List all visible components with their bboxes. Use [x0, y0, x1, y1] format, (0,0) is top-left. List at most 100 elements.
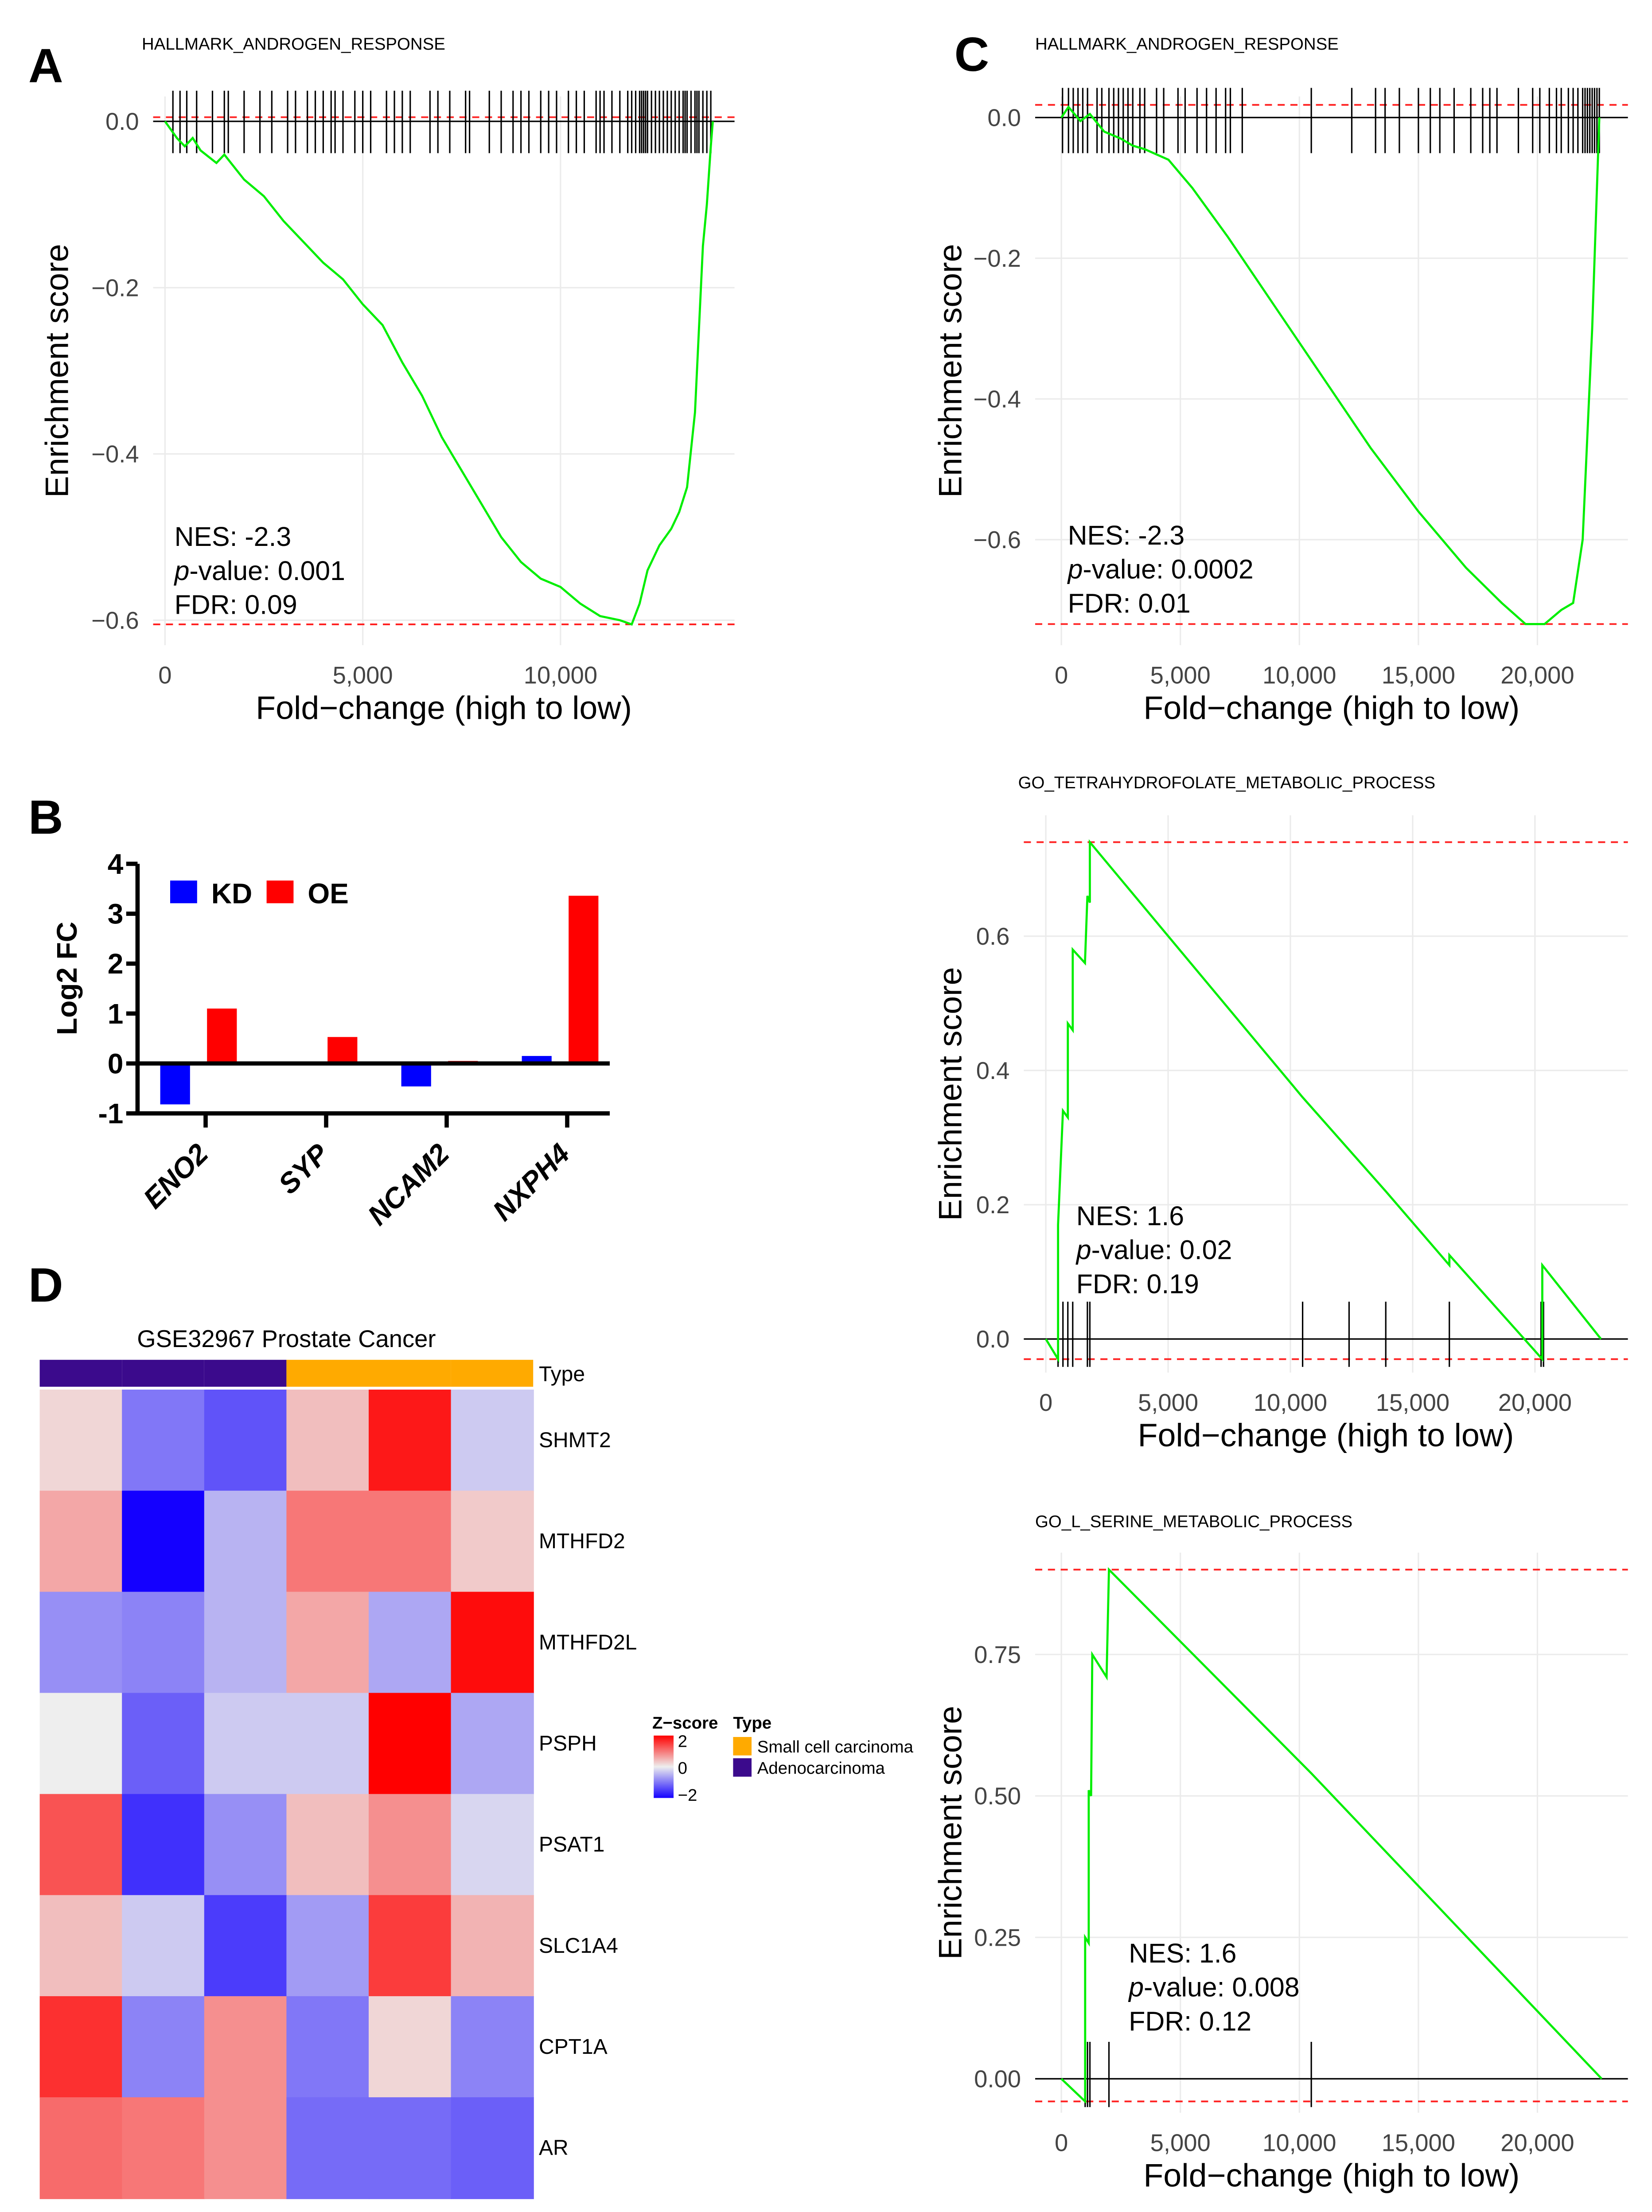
enrichment-curve — [164, 121, 714, 626]
fdr-stat: FDR: 0.12 — [1129, 2006, 1251, 2036]
heatmap-cell — [451, 1592, 534, 1694]
heatmap-cell — [204, 1895, 287, 1997]
x-tick-label: 15,000 — [1376, 1389, 1449, 1416]
y-tick-label: 0.0 — [976, 1326, 1010, 1353]
heatmap-cell — [286, 1794, 370, 1896]
gsea-plot-serine: GO_L_SERINE_METABOLIC_PROCESS 0 5,000 10,00… — [932, 1512, 1628, 2193]
x-tick-label: 20,000 — [1500, 2129, 1574, 2156]
pvalue-stat: p-value: 0.02 — [1075, 1235, 1232, 1265]
type-legend-title: Type — [733, 1714, 771, 1733]
type-annotation-cell — [369, 1359, 451, 1387]
x-tick-label: 10,000 — [1254, 1389, 1327, 1416]
pvalue-p: p — [1075, 1235, 1091, 1265]
y-tick-label: −0.6 — [974, 526, 1021, 553]
nes-stat: NES: 1.6 — [1076, 1201, 1184, 1231]
pvalue-value: -value: 0.02 — [1091, 1235, 1232, 1265]
x-tick-label: 20,000 — [1498, 1389, 1572, 1416]
heatmap-cell — [122, 1693, 205, 1795]
bar-kd-ncam2 — [401, 1063, 431, 1087]
heatmap-cell — [122, 1794, 205, 1896]
heatmap-cell — [286, 2097, 370, 2199]
legend-label-kd: KD — [211, 877, 252, 909]
heatmap-cell — [369, 1592, 452, 1694]
plot-title: HALLMARK_ANDROGEN_RESPONSE — [142, 35, 445, 54]
heatmap-cell — [39, 1491, 123, 1593]
y-tick-label: 0.2 — [976, 1192, 1010, 1219]
heatmap-cell — [204, 1491, 287, 1593]
heatmap-cell — [204, 1592, 287, 1694]
zscore-legend-title: Z−score — [652, 1714, 718, 1733]
heatmap-cell — [122, 1390, 205, 1492]
legend-label-oe: OE — [308, 877, 348, 909]
y-tick-label: −0.4 — [91, 441, 139, 468]
heatmap-cell — [286, 1592, 370, 1694]
type-annotation-cell — [204, 1359, 287, 1387]
zscore-colorbar — [654, 1735, 674, 1798]
type-legend-swatch — [733, 1758, 752, 1777]
row-label: CPT1A — [539, 2035, 608, 2059]
gsea-plot-androgen-a: HALLMARK_ANDROGEN_RESPONSE 0 5,000 10,000 0.… — [39, 35, 735, 726]
type-annotation-cell — [451, 1359, 534, 1387]
heatmap-title: GSE32967 Prostate Cancer — [137, 1325, 436, 1352]
row-label: MTHFD2 — [539, 1530, 625, 1553]
y-tick-label: 3 — [108, 898, 124, 930]
type-annotation-cell — [122, 1359, 204, 1387]
zscore-tick: 2 — [678, 1732, 687, 1751]
plot-title: GO_L_SERINE_METABOLIC_PROCESS — [1035, 1512, 1352, 1531]
heatmap-cell — [39, 2097, 123, 2199]
pvalue-value: -value: 0.001 — [189, 556, 345, 586]
heatmap-cell — [451, 1491, 534, 1593]
x-axis-title: Fold−change (high to low) — [1143, 689, 1520, 726]
bar-kd-eno2 — [160, 1063, 190, 1105]
heatmap-cell — [369, 1693, 452, 1795]
heatmap-cell — [204, 1693, 287, 1795]
nes-stat: NES: 1.6 — [1129, 1938, 1236, 1968]
y-tick-label: 0.4 — [976, 1057, 1010, 1084]
pvalue-stat: p-value: 0.008 — [1128, 1972, 1299, 2002]
heatmap-cell — [451, 1794, 534, 1896]
heatmap-cell — [369, 1491, 452, 1593]
x-tick-label: 5,000 — [333, 662, 393, 689]
type-legend-swatch — [733, 1737, 752, 1756]
gsea-plot-androgen-c: HALLMARK_ANDROGEN_RESPONSE 0 5,000 10,000 15… — [932, 35, 1628, 726]
heatmap-cell — [286, 1693, 370, 1795]
x-tick-label: 5,000 — [1150, 2129, 1211, 2156]
type-annotation-cell — [39, 1359, 122, 1387]
gsea-plot-tetrahydrofolate: GO_TETRAHYDROFOLATE_METABOLIC_PROCESS 0 5,… — [932, 773, 1628, 1453]
heatmap-cell — [369, 1895, 452, 1997]
heatmap-cell — [204, 1996, 287, 2098]
zscore-tick: −2 — [678, 1786, 697, 1805]
y-tick-label: 0.00 — [974, 2066, 1021, 2093]
x-tick-label: 0 — [1055, 662, 1068, 689]
panel-letter-d: D — [28, 1259, 63, 1312]
y-tick-label: -1 — [98, 1098, 123, 1129]
type-annotation-label: Type — [539, 1363, 585, 1386]
pvalue-value: -value: 0.0002 — [1083, 554, 1253, 584]
enrichment-curve — [1060, 105, 1601, 625]
pvalue-p: p — [1128, 1972, 1144, 2002]
heatmap-cell — [39, 1390, 123, 1492]
y-axis-title: Enrichment score — [39, 244, 75, 498]
heatmap-cell — [39, 1794, 123, 1896]
x-tick-label: 0 — [1039, 1389, 1052, 1416]
heatmap-cell — [39, 1693, 123, 1795]
y-tick-label: −0.6 — [91, 607, 139, 634]
legend-swatch-kd — [170, 880, 197, 903]
y-axis-title: Enrichment score — [932, 1706, 969, 1960]
panel-letter-b: B — [28, 791, 63, 845]
x-axis-title: Fold−change (high to low) — [1143, 2157, 1520, 2193]
pvalue-value: -value: 0.008 — [1144, 1972, 1300, 2002]
row-label: SLC1A4 — [539, 1934, 618, 1958]
x-tick-label: 5,000 — [1138, 1389, 1198, 1416]
y-axis-title: Enrichment score — [932, 967, 969, 1221]
y-tick-label: 0.25 — [974, 1924, 1021, 1951]
heatmap-cell — [286, 1895, 370, 1997]
plot-title: GO_TETRAHYDROFOLATE_METABOLIC_PROCESS — [1018, 773, 1435, 792]
x-tick-label: 10,000 — [1262, 2129, 1336, 2156]
y-tick-label: −0.2 — [91, 274, 139, 301]
type-annotation-cell — [286, 1359, 369, 1387]
heatmap-cell — [369, 2097, 452, 2199]
heatmap-cell — [286, 1491, 370, 1593]
x-tick-label: 0 — [158, 662, 171, 689]
